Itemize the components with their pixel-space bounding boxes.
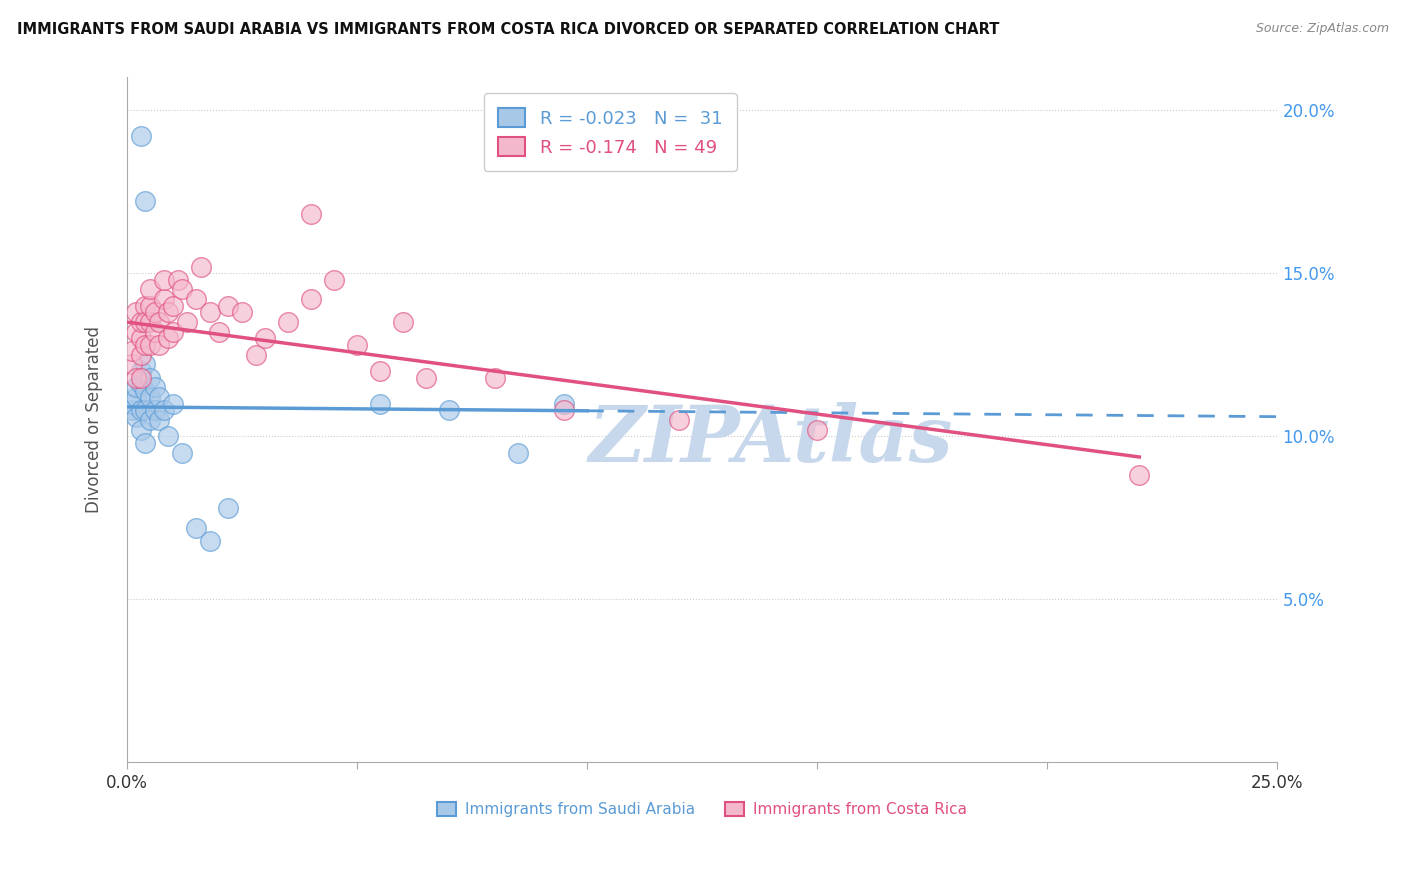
Point bbox=[129, 364, 152, 378]
Point bbox=[184, 520, 207, 534]
Point bbox=[121, 396, 143, 410]
Text: Source: ZipAtlas.com: Source: ZipAtlas.com bbox=[1256, 22, 1389, 36]
Point bbox=[437, 403, 460, 417]
Point bbox=[134, 384, 156, 398]
Point bbox=[139, 315, 162, 329]
Point bbox=[806, 423, 828, 437]
Point bbox=[217, 501, 239, 516]
Point bbox=[166, 273, 188, 287]
Point bbox=[668, 413, 690, 427]
Point bbox=[152, 292, 174, 306]
Point bbox=[139, 299, 162, 313]
Point bbox=[323, 273, 346, 287]
Point bbox=[129, 403, 152, 417]
Point bbox=[392, 315, 415, 329]
Point bbox=[134, 358, 156, 372]
Point bbox=[125, 409, 148, 424]
Point bbox=[184, 292, 207, 306]
Point bbox=[139, 390, 162, 404]
Point bbox=[157, 331, 180, 345]
Point bbox=[231, 305, 253, 319]
Point bbox=[148, 338, 170, 352]
Point bbox=[277, 315, 299, 329]
Point bbox=[148, 315, 170, 329]
Point bbox=[217, 299, 239, 313]
Point bbox=[134, 338, 156, 352]
Point bbox=[162, 396, 184, 410]
Point bbox=[129, 377, 152, 392]
Point bbox=[125, 305, 148, 319]
Point bbox=[506, 445, 529, 459]
Point bbox=[139, 338, 162, 352]
Point bbox=[125, 380, 148, 394]
Point bbox=[553, 403, 575, 417]
Point bbox=[121, 358, 143, 372]
Point bbox=[148, 413, 170, 427]
Text: ZIPAtlas: ZIPAtlas bbox=[589, 402, 953, 479]
Point bbox=[253, 331, 276, 345]
Point bbox=[1128, 468, 1150, 483]
Point bbox=[299, 292, 322, 306]
Point bbox=[134, 299, 156, 313]
Point bbox=[121, 344, 143, 359]
Point bbox=[299, 207, 322, 221]
Point bbox=[172, 283, 194, 297]
Point bbox=[134, 315, 156, 329]
Point bbox=[143, 380, 166, 394]
Point bbox=[415, 370, 437, 384]
Point bbox=[125, 325, 148, 339]
Point bbox=[139, 413, 162, 427]
Y-axis label: Divorced or Separated: Divorced or Separated bbox=[86, 326, 103, 514]
Point bbox=[134, 435, 156, 450]
Point bbox=[190, 260, 212, 274]
Point bbox=[157, 305, 180, 319]
Point bbox=[157, 429, 180, 443]
Point bbox=[368, 396, 391, 410]
Point bbox=[245, 348, 267, 362]
Point bbox=[368, 364, 391, 378]
Point bbox=[176, 315, 198, 329]
Point bbox=[125, 370, 148, 384]
Point bbox=[129, 423, 152, 437]
Point bbox=[129, 129, 152, 144]
Point bbox=[152, 403, 174, 417]
Legend: Immigrants from Saudi Arabia, Immigrants from Costa Rica: Immigrants from Saudi Arabia, Immigrants… bbox=[432, 796, 973, 823]
Point bbox=[346, 338, 368, 352]
Point bbox=[198, 533, 221, 548]
Point bbox=[134, 194, 156, 209]
Point bbox=[139, 370, 162, 384]
Point bbox=[125, 390, 148, 404]
Point bbox=[172, 445, 194, 459]
Point bbox=[129, 370, 152, 384]
Point bbox=[129, 331, 152, 345]
Point bbox=[139, 283, 162, 297]
Text: IMMIGRANTS FROM SAUDI ARABIA VS IMMIGRANTS FROM COSTA RICA DIVORCED OR SEPARATED: IMMIGRANTS FROM SAUDI ARABIA VS IMMIGRAN… bbox=[17, 22, 1000, 37]
Point bbox=[134, 403, 156, 417]
Point bbox=[162, 325, 184, 339]
Point bbox=[148, 390, 170, 404]
Point bbox=[553, 396, 575, 410]
Point bbox=[129, 315, 152, 329]
Point bbox=[121, 403, 143, 417]
Point bbox=[484, 370, 506, 384]
Point bbox=[152, 273, 174, 287]
Point bbox=[143, 403, 166, 417]
Point bbox=[198, 305, 221, 319]
Point bbox=[129, 348, 152, 362]
Point bbox=[208, 325, 231, 339]
Point bbox=[162, 299, 184, 313]
Point bbox=[143, 325, 166, 339]
Point bbox=[143, 305, 166, 319]
